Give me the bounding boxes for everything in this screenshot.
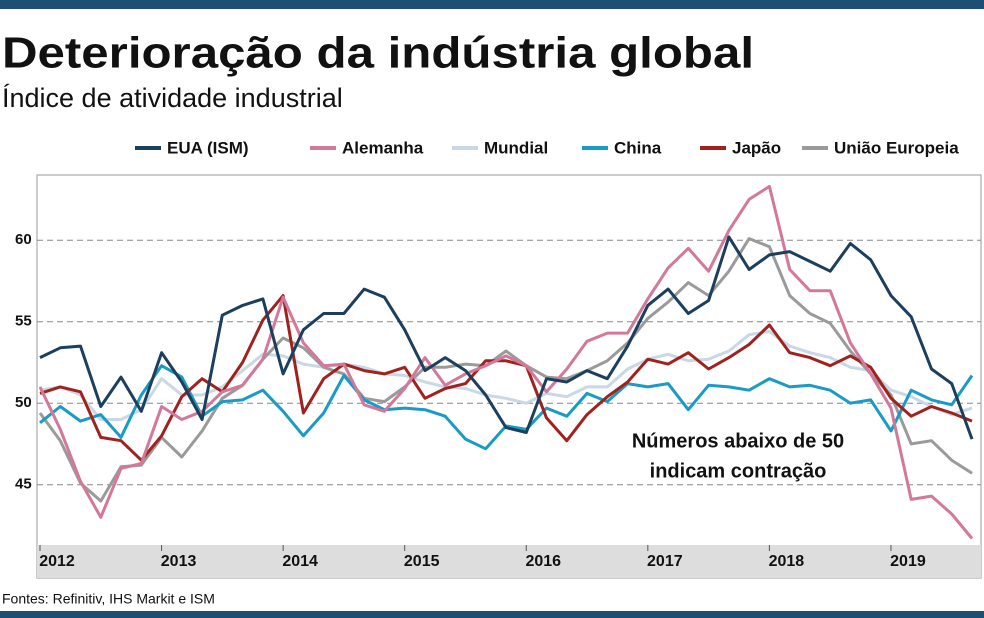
legend-label: União Europeia — [834, 138, 959, 157]
x-tick-label: 2012 — [39, 553, 75, 570]
series-line — [39, 294, 973, 462]
chart-title: Deterioração da indústria global — [2, 29, 754, 78]
top-bar — [0, 0, 984, 9]
x-tick-label: 2015 — [404, 553, 440, 570]
x-axis-band — [37, 545, 981, 578]
source: Fontes: Refinitiv, IHS Markit e ISM — [2, 591, 215, 607]
y-tick-label: 45 — [15, 476, 32, 493]
legend-label: Alemanha — [342, 138, 424, 157]
annotation: indicam contração — [650, 460, 827, 482]
x-tick-label: 2014 — [282, 553, 318, 570]
legend-label: EUA (ISM) — [167, 138, 249, 157]
x-tick-label: 2019 — [890, 553, 926, 570]
chart-subtitle: Índice de atividade industrial — [2, 83, 343, 113]
y-tick-label: 55 — [15, 313, 32, 330]
series-line — [38, 237, 973, 503]
x-tick-label: 2018 — [769, 553, 805, 570]
legend-label: Mundial — [484, 138, 548, 157]
x-tick-label: 2016 — [525, 553, 561, 570]
series-line — [39, 330, 973, 421]
y-tick-label: 60 — [15, 231, 32, 248]
y-tick-label: 50 — [15, 394, 32, 411]
x-tick-label: 2017 — [647, 553, 683, 570]
annotation: Números abaixo de 50 — [632, 430, 844, 452]
series-line — [38, 184, 974, 540]
series-line — [39, 235, 974, 440]
x-tick-label: 2013 — [161, 553, 197, 570]
legend-label: Japão — [732, 138, 781, 157]
legend-label: China — [614, 138, 662, 157]
bottom-bar — [0, 611, 984, 618]
